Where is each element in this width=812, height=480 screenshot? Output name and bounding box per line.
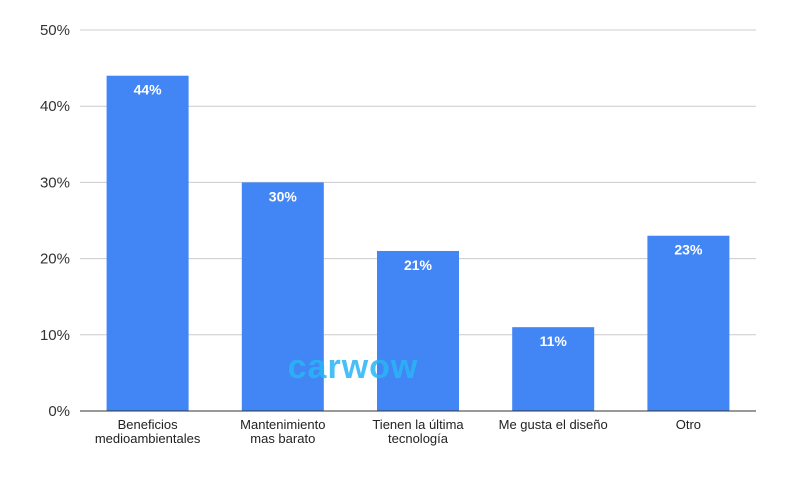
x-category-label: Beneficios medioambientales bbox=[95, 417, 201, 446]
y-axis-ticks: 0% 10% 20% 30% 40% 50% bbox=[40, 22, 70, 420]
y-tick-label: 0% bbox=[48, 403, 70, 420]
bar bbox=[377, 250, 459, 411]
bar bbox=[512, 327, 595, 411]
x-category-label: Me gusta el diseño bbox=[499, 417, 608, 432]
grid-lines bbox=[80, 29, 756, 336]
bar bbox=[241, 182, 324, 411]
data-labels: 44% 30% 21% 11% 23% bbox=[134, 82, 703, 349]
bar-value-label: 21% bbox=[404, 257, 433, 273]
x-category-label: Mantenimiento mas barato bbox=[240, 417, 325, 446]
bar-value-label: 44% bbox=[134, 82, 163, 98]
bar-value-label: 30% bbox=[269, 188, 298, 204]
y-tick-label: 20% bbox=[40, 251, 70, 268]
y-tick-label: 30% bbox=[40, 174, 70, 191]
bars bbox=[106, 75, 730, 411]
y-tick-label: 40% bbox=[40, 98, 70, 115]
y-tick-label: 50% bbox=[40, 22, 70, 39]
x-category-label: Tienen la última tecnología bbox=[372, 417, 464, 446]
bar bbox=[106, 75, 189, 411]
y-tick-label: 10% bbox=[40, 327, 70, 344]
bar-value-label: 11% bbox=[540, 333, 568, 349]
watermark-logo: carwow bbox=[288, 348, 419, 386]
category-labels: Beneficios medioambientales Mantenimiento m… bbox=[95, 417, 701, 446]
bar-value-label: 23% bbox=[674, 242, 703, 258]
bar bbox=[647, 235, 730, 411]
x-category-label: Otro bbox=[676, 417, 701, 432]
